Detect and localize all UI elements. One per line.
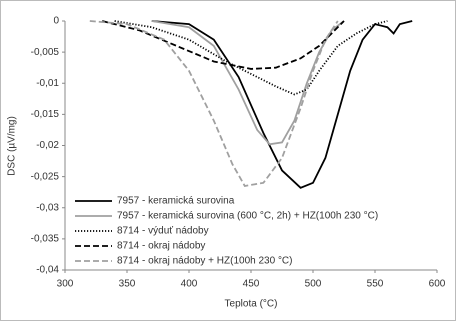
y-tick-label: -0,005: [31, 47, 60, 58]
y-tick-label: -0,04: [36, 265, 59, 276]
y-tick-label: -0,015: [31, 109, 60, 120]
y-tick-label: 0: [53, 16, 59, 27]
legend-label: 8714 - okraj nádoby: [117, 241, 205, 252]
y-tick-label: -0,02: [36, 140, 59, 151]
x-tick-label: 600: [429, 279, 446, 290]
legend-label: 8714 - okraj nádoby + HZ(100h 230 °C): [117, 256, 293, 267]
series-line: [151, 20, 345, 146]
legend-label: 8714 - výduť nádoby: [117, 226, 209, 237]
x-tick-label: 400: [181, 279, 198, 290]
x-tick-label: 550: [367, 279, 384, 290]
y-tick-label: -0,03: [36, 202, 59, 213]
y-axis-title: DSC (µV/mg): [7, 116, 18, 176]
x-tick-label: 300: [57, 279, 74, 290]
y-tick-label: -0,01: [36, 78, 59, 89]
legend-label: 7957 - keramická surovina: [117, 196, 235, 207]
y-tick-label: -0,035: [31, 234, 60, 245]
legend-label: 7957 - keramická surovina (600 °C, 2h) +…: [117, 211, 378, 222]
series-line: [89, 20, 339, 187]
y-tick-label: -0,025: [31, 171, 60, 182]
series-line: [114, 20, 388, 96]
x-tick-label: 500: [305, 279, 322, 290]
x-tick-label: 350: [119, 279, 136, 290]
x-axis-title: Teplota (°C): [225, 299, 278, 310]
x-tick-label: 450: [243, 279, 260, 290]
series-line: [101, 20, 345, 70]
